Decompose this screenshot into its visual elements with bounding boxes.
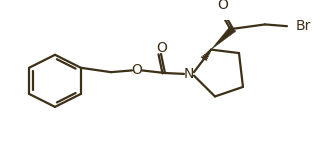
Text: N: N xyxy=(184,67,194,81)
Text: O: O xyxy=(131,63,142,77)
Polygon shape xyxy=(211,26,236,50)
Text: O: O xyxy=(157,41,167,55)
Text: Br: Br xyxy=(296,19,311,33)
Text: O: O xyxy=(217,0,228,12)
